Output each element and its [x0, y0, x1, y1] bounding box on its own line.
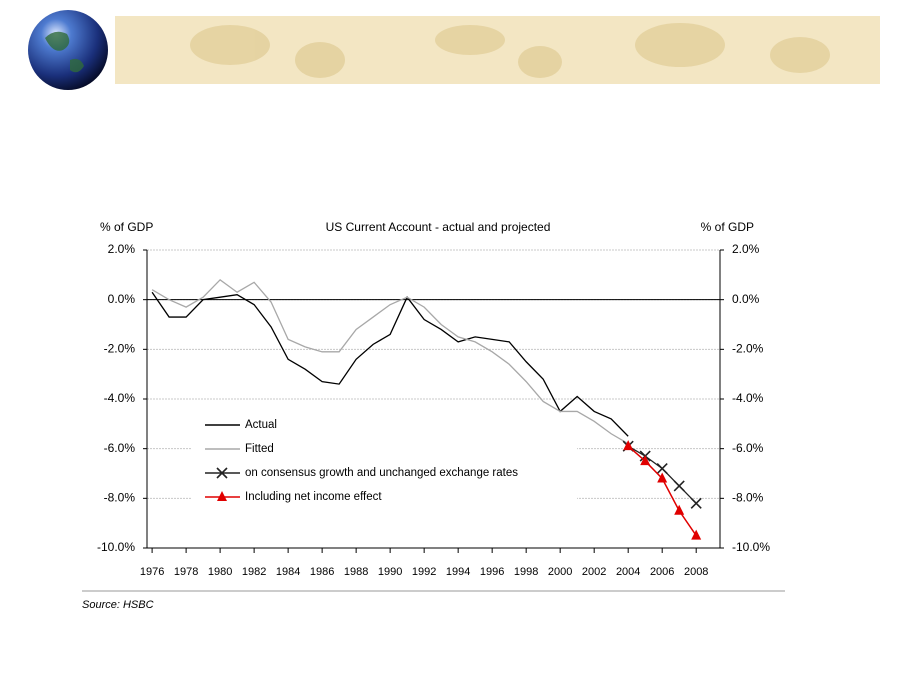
marker-triangle — [691, 529, 702, 540]
legend-label: on consensus growth and unchanged exchan… — [245, 467, 518, 479]
x-tick-label: 1988 — [344, 566, 368, 578]
x-tick-label: 1976 — [140, 566, 164, 578]
y-axis-label: % of GDP — [100, 220, 153, 234]
legend-marker — [217, 491, 227, 501]
map-pattern — [190, 23, 830, 78]
x-tick-label: 1998 — [514, 566, 538, 578]
marker-triangle — [657, 472, 668, 483]
y2-tick-label: 0.0% — [732, 292, 760, 306]
globe-icon — [28, 10, 108, 90]
y-tick-label: -8.0% — [104, 491, 136, 505]
globe-land — [45, 31, 84, 73]
x-tick-label: 1982 — [242, 566, 266, 578]
x-tick-label: 2008 — [684, 566, 708, 578]
series-line — [627, 445, 697, 537]
x-tick-label: 1996 — [480, 566, 504, 578]
legend-box — [192, 414, 577, 510]
legend-label: Actual — [245, 419, 277, 431]
source-note: Source: HSBC — [82, 599, 154, 611]
x-tick-label: 2006 — [650, 566, 674, 578]
marker-triangle — [640, 455, 651, 466]
y2-tick-label: -2.0% — [732, 342, 764, 356]
marker-x — [673, 480, 685, 492]
series-line — [151, 291, 629, 437]
x-tick-label: 2000 — [548, 566, 572, 578]
y-tick-label: 2.0% — [108, 242, 136, 256]
y-tick-label: -6.0% — [104, 441, 136, 455]
marker-triangle — [623, 440, 634, 451]
y-tick-label: 0.0% — [108, 292, 136, 306]
x-tick-label: 1980 — [208, 566, 232, 578]
marker-x — [690, 497, 702, 509]
x-tick-label: 1978 — [174, 566, 198, 578]
x-tick-label: 1990 — [378, 566, 402, 578]
x-tick-label: 1984 — [276, 566, 300, 578]
marker-triangle — [674, 504, 685, 515]
y2-tick-label: 2.0% — [732, 242, 760, 256]
y2-axis-label: % of GDP — [701, 220, 754, 234]
legend-marker — [216, 467, 228, 479]
x-tick-label: 1986 — [310, 566, 334, 578]
y2-tick-label: -4.0% — [732, 391, 764, 405]
chart-title: US Current Account - actual and projecte… — [326, 220, 551, 234]
y-tick-label: -10.0% — [97, 540, 135, 554]
y-tick-label: -2.0% — [104, 342, 136, 356]
legend-label: Fitted — [245, 443, 274, 455]
y-tick-label: -4.0% — [104, 391, 136, 405]
x-tick-label: 1994 — [446, 566, 470, 578]
x-tick-label: 2002 — [582, 566, 606, 578]
y2-tick-label: -8.0% — [732, 491, 764, 505]
series-line — [151, 278, 629, 445]
y2-tick-label: -10.0% — [732, 540, 770, 554]
marker-x — [656, 462, 668, 475]
x-tick-label: 2004 — [616, 566, 640, 578]
legend-label: Including net income effect — [245, 491, 382, 503]
y2-tick-label: -6.0% — [732, 441, 764, 455]
x-tick-label: 1992 — [412, 566, 436, 578]
